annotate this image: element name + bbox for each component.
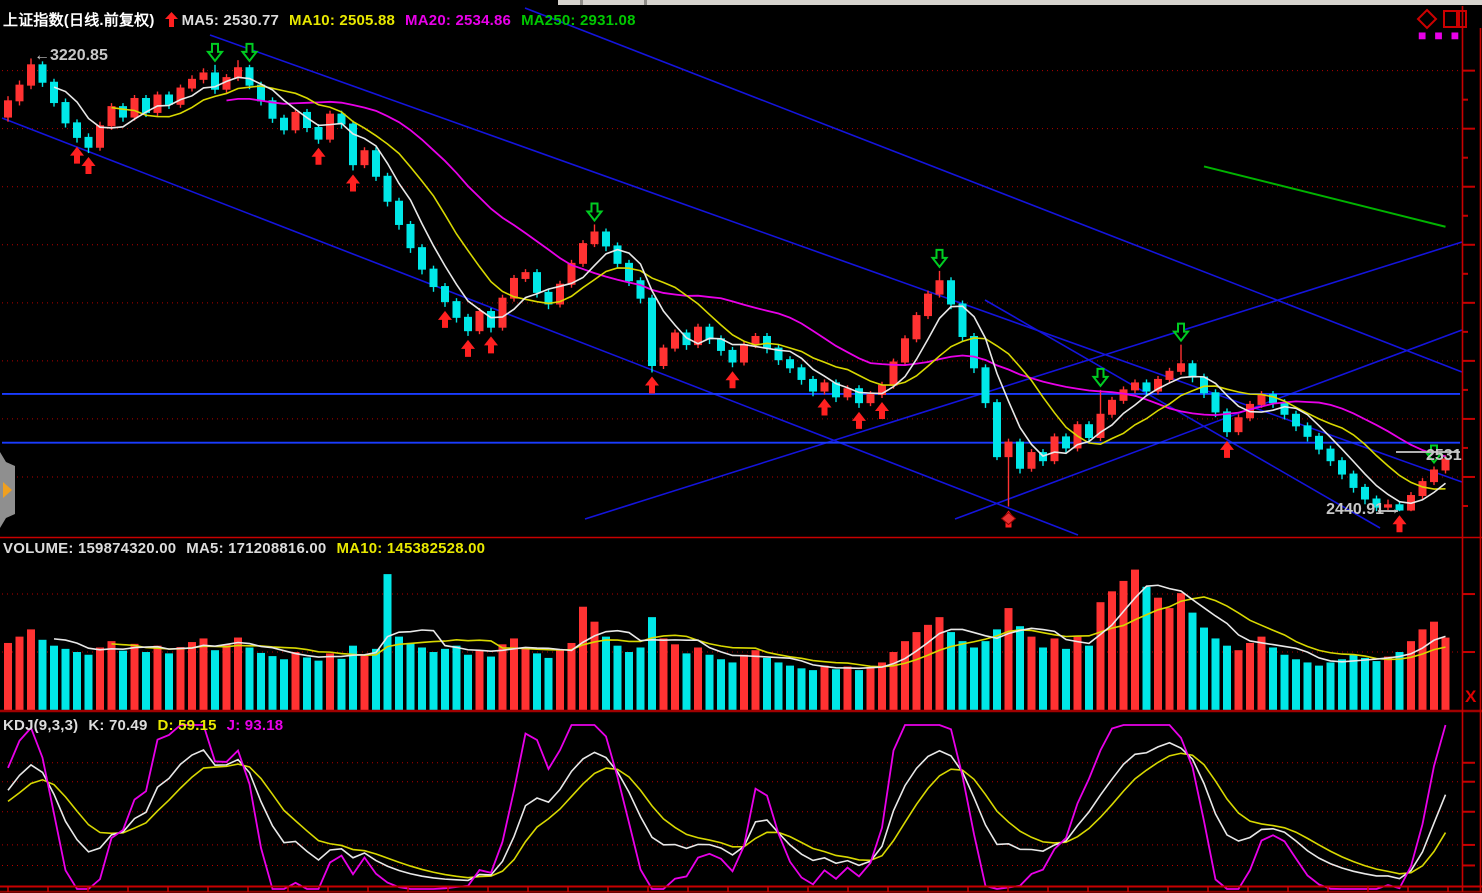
corner-icon-group: ■ ■ ■ [1416, 8, 1468, 43]
volume-ma10-readout: MA10: 145382528.00 [336, 540, 486, 557]
toolbar-separator [580, 0, 583, 5]
volume-ma5-readout: MA5: 171208816.00 [186, 540, 327, 557]
peak-price-label: ←3220.85 [34, 47, 108, 64]
k-readout: K: 70.49 [88, 717, 148, 734]
volume-pane-header: VOLUME: 159874320.00 MA5: 171208816.00 MA1… [3, 540, 495, 557]
last-price-label: 2531 [1426, 447, 1462, 464]
instrument-title: 上证指数(日线.前复权) [3, 12, 155, 29]
panel-expand-tab[interactable] [0, 452, 15, 528]
windows-icon[interactable] [1442, 10, 1468, 34]
volume-readout: VOLUME: 159874320.00 [3, 540, 177, 557]
window-top-strip [558, 0, 1482, 5]
diamond-icon[interactable] [1416, 8, 1438, 34]
d-readout: D: 59.15 [157, 717, 217, 734]
expand-arrow-icon [3, 482, 12, 498]
ma20-readout: MA20: 2534.86 [405, 12, 512, 29]
ma10-readout: MA10: 2505.88 [289, 12, 396, 29]
kdj-indicator-name: KDJ(9,3,3) [3, 717, 79, 734]
toolbar-separator [644, 0, 647, 5]
main-chart-header: 上证指数(日线.前复权) MA5: 2530.77 MA10: 2505.88 MA2… [3, 9, 646, 31]
kdj-pane-header: KDJ(9,3,3) K: 70.49 D: 59.15 J: 93.18 [3, 717, 293, 734]
trough-price-label: 2440.91→ [1326, 501, 1400, 518]
ma5-readout: MA5: 2530.77 [181, 12, 280, 29]
volume-pane-close-button[interactable]: X [1465, 687, 1477, 706]
dots-icon: ■ ■ ■ [1418, 27, 1462, 43]
j-readout: J: 93.18 [226, 717, 284, 734]
signal-up-arrow-icon [164, 12, 178, 31]
ma250-readout: MA250: 2931.08 [521, 12, 636, 29]
